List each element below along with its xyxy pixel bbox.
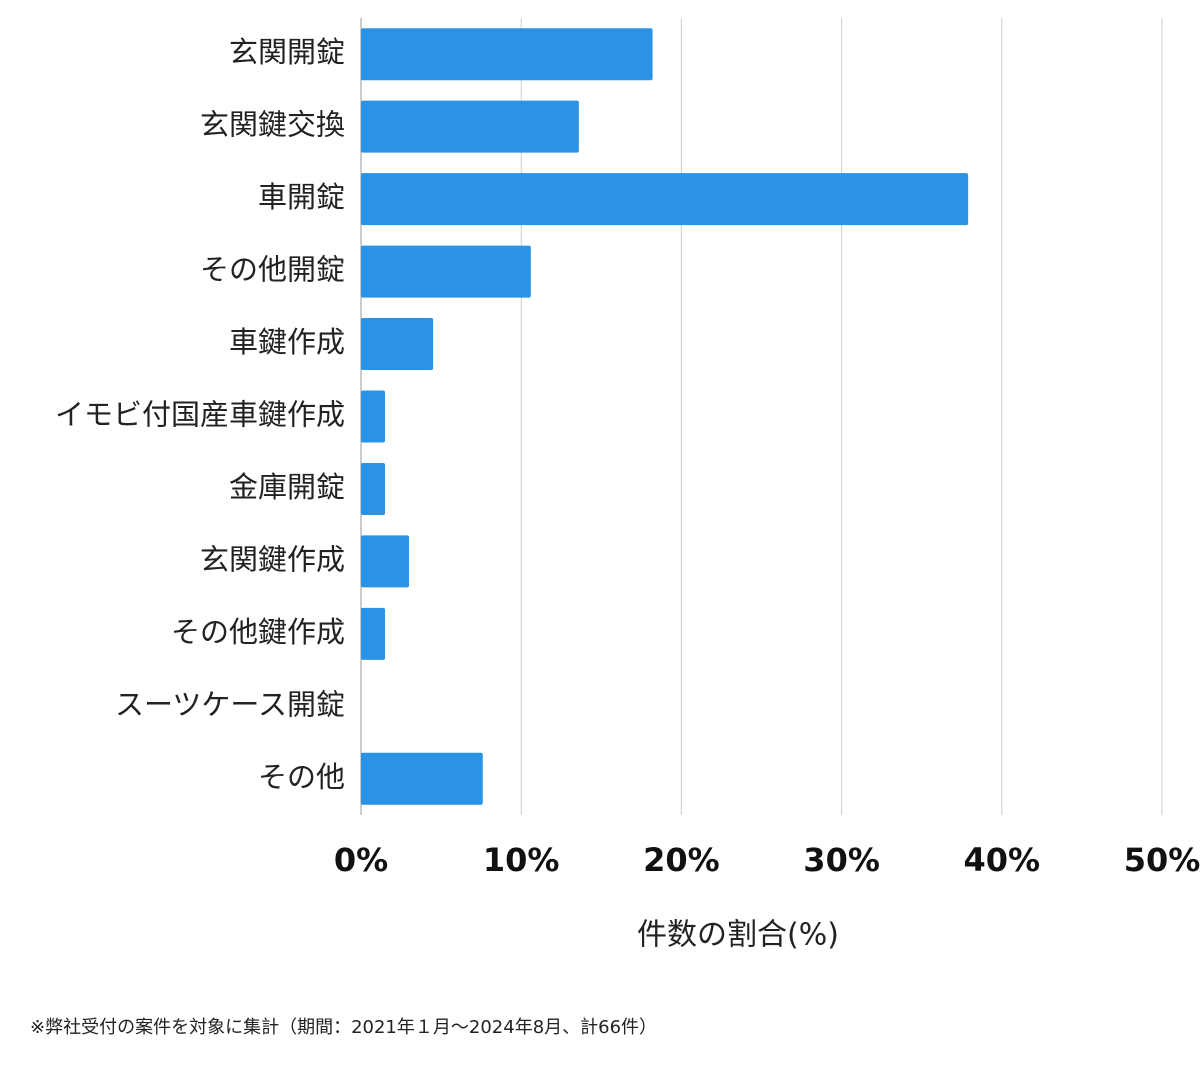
y-tick-label: スーツケース開錠: [115, 687, 345, 721]
bar: [361, 752, 483, 805]
x-axis-title: 件数の割合(%): [637, 918, 839, 953]
bar: [361, 245, 531, 298]
y-tick-label: 金庫開錠: [229, 470, 345, 504]
x-tick-label: 50%: [1124, 841, 1200, 879]
bar: [361, 318, 434, 371]
x-tick-label: 20%: [643, 841, 720, 879]
x-tick-label: 0%: [334, 841, 388, 879]
y-tick-label: 車鍵作成: [229, 325, 345, 359]
y-tick-label: 玄関開錠: [229, 35, 345, 69]
y-tick-label: その他開錠: [200, 253, 345, 287]
footnote: ※弊社受付の案件を対象に集計（期間：2021年１月〜2024年8月、計66件）: [30, 1017, 657, 1038]
bar: [361, 607, 386, 660]
bar: [361, 100, 579, 153]
bar: [361, 390, 386, 443]
x-tick-label: 10%: [483, 841, 560, 879]
bar: [361, 173, 969, 226]
y-tick-label: イモビ付国産車鍵作成: [55, 398, 345, 432]
bar: [361, 535, 410, 588]
bar: [361, 28, 653, 81]
y-tick-label: 玄関鍵作成: [200, 542, 345, 576]
y-tick-label: 車開錠: [258, 180, 345, 214]
y-tick-label: その他: [258, 760, 345, 794]
x-tick-label: 40%: [964, 841, 1041, 879]
x-tick-label: 30%: [803, 841, 880, 879]
bar: [361, 462, 386, 515]
y-tick-label: その他鍵作成: [171, 615, 345, 649]
y-tick-label: 玄関鍵交換: [200, 108, 345, 142]
